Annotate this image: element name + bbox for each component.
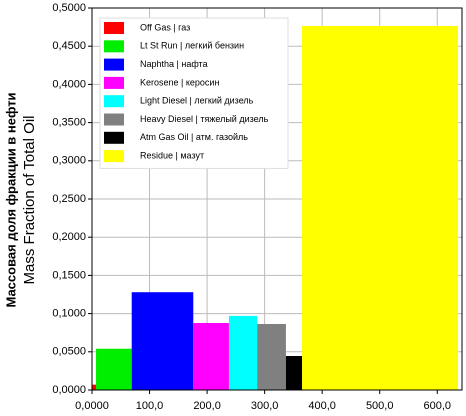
legend-label: Atm Gas Oil | атм. газойль: [140, 132, 248, 142]
x-tick-label: 200,0: [193, 400, 221, 412]
y-tick-label: 0,1000: [52, 308, 86, 320]
legend: [99, 17, 289, 169]
legend-swatch: [104, 113, 124, 126]
x-tick-label: 500,0: [366, 400, 394, 412]
x-tick-label: 0,0000: [75, 400, 109, 412]
y-tick-label: 0,2500: [52, 193, 86, 205]
y-axis-label: Mass Fraction of Total Oil: [21, 116, 38, 285]
bar: [96, 348, 132, 390]
y-tick-label: 0,0500: [52, 346, 86, 358]
plot-border: [91, 7, 463, 391]
y-tick-label: 0,3500: [52, 117, 86, 129]
legend-swatch: [104, 76, 124, 89]
y-tick-label: 0,2000: [52, 231, 86, 243]
bar: [285, 356, 303, 390]
x-tick-label: 300,0: [251, 400, 279, 412]
y-tick-label: 0,3000: [52, 155, 86, 167]
bar: [228, 315, 258, 390]
legend-swatch: [104, 58, 124, 71]
bar: [92, 384, 97, 390]
legend-label: Kerosene | керосин: [140, 77, 219, 87]
legend-label: Naphtha | нафта: [140, 59, 208, 69]
y-tick-label: 0,1500: [52, 269, 86, 281]
x-tick-label: 100,0: [136, 400, 164, 412]
y-tick-label: 0,0000: [52, 384, 86, 396]
bar: [302, 25, 458, 390]
legend-swatch: [104, 150, 124, 163]
bar: [131, 292, 194, 390]
legend-swatch: [104, 40, 124, 53]
x-tick-label: 600,0: [423, 400, 451, 412]
y-tick-label: 0,4000: [52, 78, 86, 90]
legend-swatch: [104, 22, 124, 34]
legend-label: Light Diesel | легкий дизель: [140, 96, 254, 106]
x-tick-label: 400,0: [308, 400, 336, 412]
legend-label: Lt St Run | легкий бензин: [140, 41, 244, 51]
y-tick-label: 0,5000: [52, 2, 86, 14]
legend-label: Residue | мазут: [140, 150, 204, 160]
bar: [193, 322, 229, 390]
legend-label: Off Gas | газ: [140, 22, 190, 32]
y-axis-label: Массовая доля фракции в нефти: [3, 92, 18, 307]
bar: [257, 323, 286, 390]
legend-swatch: [104, 131, 124, 144]
y-tick-label: 0,4500: [52, 40, 86, 52]
legend-label: Heavy Diesel | тяжелый дизель: [140, 114, 269, 124]
legend-swatch: [104, 95, 124, 108]
